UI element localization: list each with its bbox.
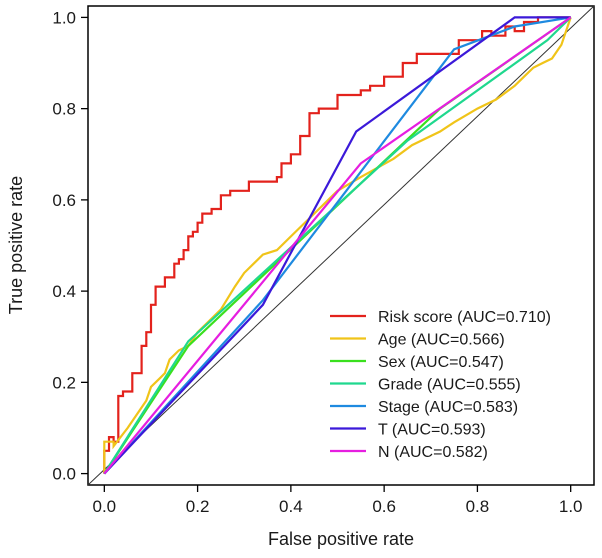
x-tick-label: 0.6 <box>372 497 396 516</box>
series-line-4 <box>103 16 571 475</box>
y-tick-label: 1.0 <box>52 8 76 27</box>
legend-label-2: Sex (AUC=0.547) <box>378 354 504 371</box>
legend-label-4: Stage (AUC=0.583) <box>378 399 518 416</box>
legend-label-0: Risk score (AUC=0.710) <box>378 309 551 326</box>
series-line-6 <box>103 16 572 475</box>
reference-diagonal-line <box>87 5 595 486</box>
legend-label-5: T (AUC=0.593) <box>378 422 486 439</box>
y-axis-label: True positive rate <box>6 176 26 314</box>
y-tick-label: 0.8 <box>52 100 76 119</box>
y-tick-label: 0.0 <box>52 465 76 484</box>
legend-label-1: Age (AUC=0.566) <box>378 332 505 349</box>
legend: Risk score (AUC=0.710) Age (AUC=0.566) Sex… <box>330 309 551 461</box>
x-tick-label: 1.0 <box>559 497 583 516</box>
x-tick-label: 0.0 <box>93 497 117 516</box>
x-tick-label: 0.2 <box>186 497 210 516</box>
legend-label-3: Grade (AUC=0.555) <box>378 377 521 394</box>
series-line-1 <box>103 17 572 474</box>
x-axis-label: False positive rate <box>268 529 414 549</box>
series-line-5 <box>103 16 571 475</box>
series-line-0 <box>103 16 571 474</box>
x-tick-label: 0.8 <box>466 497 490 516</box>
series-line-3 <box>103 16 572 475</box>
legend-label-6: N (AUC=0.582) <box>378 444 488 461</box>
x-tick-label: 0.4 <box>279 497 303 516</box>
plot-frame <box>87 5 595 486</box>
y-tick-label: 0.2 <box>52 373 76 392</box>
y-tick-label: 0.4 <box>52 282 76 301</box>
y-tick-label: 0.6 <box>52 191 76 210</box>
